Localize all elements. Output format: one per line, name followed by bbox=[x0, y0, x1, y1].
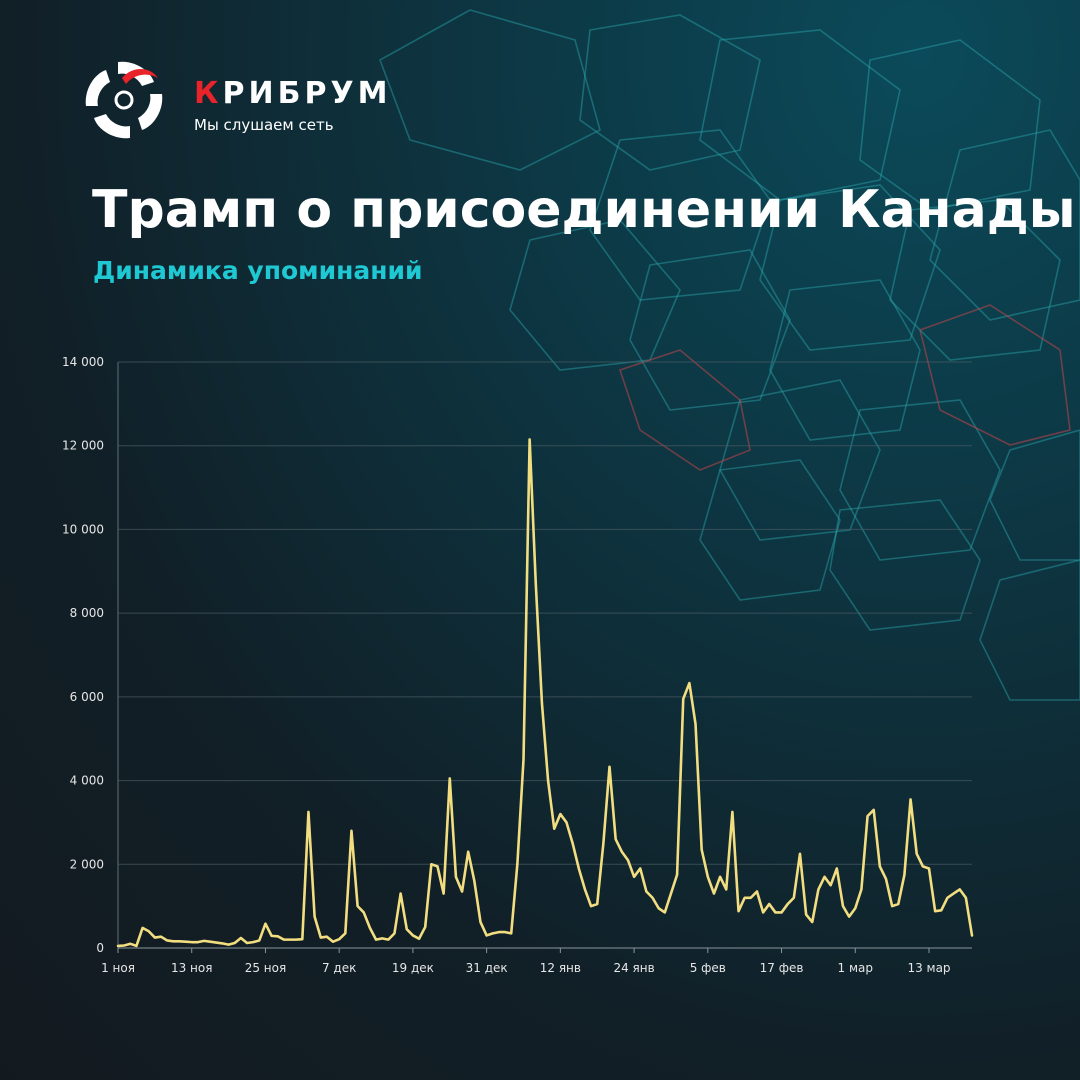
page-title: Трамп о присоединении Канады bbox=[92, 180, 1076, 240]
series-line-mentions bbox=[116, 438, 974, 948]
page-subtitle: Динамика упоминаний bbox=[93, 256, 423, 285]
x-tick-label: 1 ноя bbox=[101, 961, 135, 975]
y-tick-label: 2 000 bbox=[70, 857, 104, 871]
series-group bbox=[116, 438, 974, 948]
x-tick-label: 17 фев bbox=[760, 961, 804, 975]
x-tick-label: 7 дек bbox=[322, 961, 356, 975]
y-tick-label: 14 000 bbox=[62, 355, 104, 369]
x-tick-label: 5 фев bbox=[690, 961, 726, 975]
x-tick-label: 1 мар bbox=[838, 961, 873, 975]
x-axis-ticks: 1 ноя 13 ноя 25 ноя 7 дек 19 дек 31 дек 12 янв… bbox=[101, 948, 951, 975]
y-axis-ticks: 0 2 000 4 000 6 000 8 000 10 000 12 000 14 000 bbox=[62, 355, 104, 955]
x-tick-label: 13 ноя bbox=[171, 961, 213, 975]
chart-grid bbox=[118, 361, 972, 865]
y-tick-label: 12 000 bbox=[62, 439, 104, 453]
y-tick-label: 10 000 bbox=[62, 522, 104, 536]
y-tick-label: 8 000 bbox=[70, 606, 104, 620]
brand-name: КРИБРУМ bbox=[194, 76, 391, 111]
y-tick-label: 4 000 bbox=[70, 774, 104, 788]
x-tick-label: 12 янв bbox=[540, 961, 581, 975]
kribrum-logo-icon bbox=[85, 61, 163, 139]
brand-rest: РИБРУМ bbox=[222, 76, 392, 111]
x-tick-label: 13 мар bbox=[907, 961, 950, 975]
x-tick-label: 31 дек bbox=[466, 961, 508, 975]
x-tick-label: 24 янв bbox=[613, 961, 654, 975]
brand-first-letter: К bbox=[194, 76, 223, 111]
y-tick-label: 0 bbox=[96, 941, 104, 955]
x-tick-label: 25 ноя bbox=[245, 961, 287, 975]
x-tick-label: 19 дек bbox=[392, 961, 434, 975]
y-tick-label: 6 000 bbox=[70, 690, 104, 704]
brand-tagline: Мы слушаем сеть bbox=[194, 116, 334, 134]
